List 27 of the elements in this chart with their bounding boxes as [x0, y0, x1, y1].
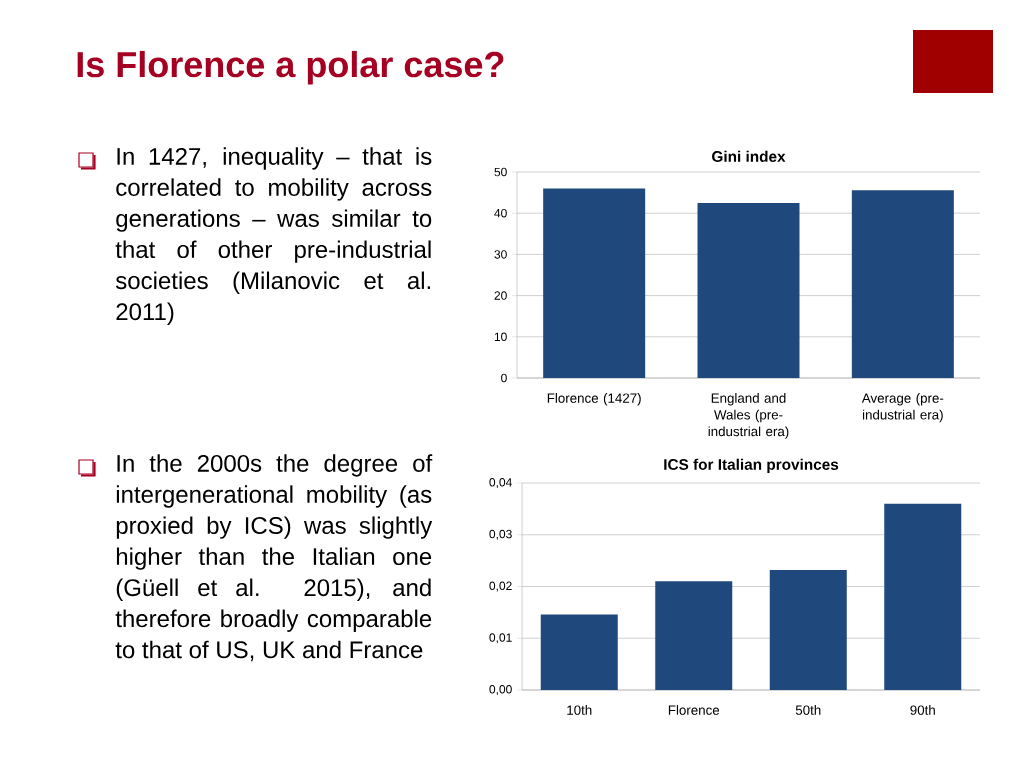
y-tick-label: 0,00 — [489, 685, 512, 695]
x-tick-label: Florence — [668, 705, 720, 715]
y-tick-label: 0,02 — [489, 581, 512, 592]
y-tick-label: 0 — [501, 373, 507, 383]
x-tick-label: 10th — [567, 705, 592, 715]
chart-title: ICS for Italian provinces — [664, 458, 839, 473]
bar — [655, 581, 733, 691]
text: In the 2000s the degree of intergenerational mobility (as proxied by ICS) was slightly higher than the Italian one (Güell et al. 2015), and therefore broadly comparable to that of US, UK and France — [115, 454, 433, 662]
y-tick-label: 0,04 — [489, 478, 512, 488]
text: Is Florence a polar case? — [77, 50, 504, 85]
x-tick-label: 50th — [795, 705, 821, 715]
x-tick-label: Florence (1427) — [547, 393, 641, 406]
y-tick-label: 30 — [494, 250, 507, 259]
y-tick-label: 0,03 — [489, 529, 512, 540]
x-tick-label: England and Wales (pre-industrial era) — [708, 393, 789, 439]
chart-title: Gini index — [712, 150, 786, 162]
x-tick-label: Average (pre-industrial era) — [861, 393, 944, 423]
bar — [884, 503, 962, 691]
bar — [540, 614, 618, 691]
y-tick-label: 10 — [494, 332, 507, 342]
text: In 1427, inequality – that is correlated to mobility across generations – was similar to that of other pre-industrial societies (Milanovic et al. 2011) — [115, 147, 432, 325]
y-tick-label: 50 — [494, 167, 507, 177]
x-tick-label: 90th — [910, 705, 935, 715]
y-tick-label: 40 — [494, 208, 507, 218]
y-tick-label: 0,01 — [489, 633, 512, 644]
y-tick-label: 20 — [494, 291, 507, 300]
bar — [769, 569, 847, 691]
